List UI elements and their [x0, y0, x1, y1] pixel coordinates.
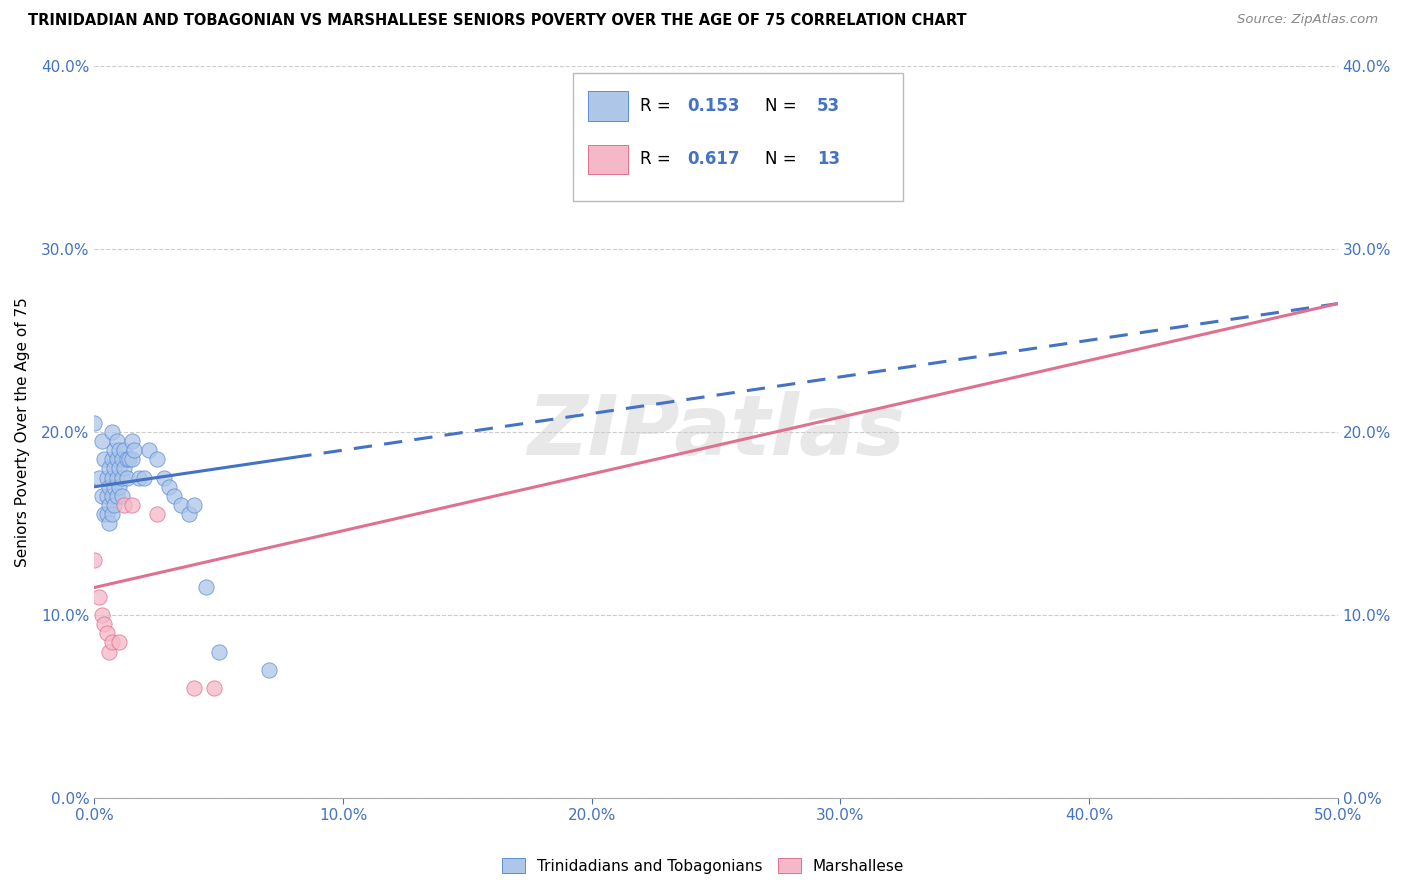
- Point: [96, 507, 118, 521]
- Point: [93, 507, 115, 521]
- Point: [103, 498, 125, 512]
- Point: [163, 489, 186, 503]
- FancyBboxPatch shape: [588, 145, 628, 174]
- Point: [98, 461, 121, 475]
- Text: Source: ZipAtlas.com: Source: ZipAtlas.com: [1237, 13, 1378, 27]
- Point: [177, 507, 200, 521]
- Point: [208, 644, 231, 658]
- Point: [105, 434, 128, 448]
- Point: [183, 498, 205, 512]
- Point: [111, 470, 134, 484]
- Point: [138, 443, 160, 458]
- Point: [118, 452, 141, 467]
- Point: [89, 470, 111, 484]
- Point: [121, 452, 143, 467]
- Point: [121, 434, 143, 448]
- Text: ZIPatlas: ZIPatlas: [527, 392, 905, 473]
- Point: [83, 553, 105, 567]
- Point: [134, 470, 156, 484]
- Point: [128, 470, 150, 484]
- Point: [98, 498, 121, 512]
- Point: [101, 507, 124, 521]
- Point: [145, 507, 167, 521]
- Point: [115, 470, 138, 484]
- Point: [93, 617, 115, 632]
- Text: N =: N =: [765, 97, 801, 115]
- Point: [157, 480, 180, 494]
- FancyBboxPatch shape: [574, 73, 903, 201]
- Point: [170, 498, 193, 512]
- Point: [115, 452, 138, 467]
- Point: [101, 470, 124, 484]
- Text: TRINIDADIAN AND TOBAGONIAN VS MARSHALLESE SENIORS POVERTY OVER THE AGE OF 75 COR: TRINIDADIAN AND TOBAGONIAN VS MARSHALLES…: [28, 13, 967, 29]
- Point: [103, 461, 125, 475]
- Point: [90, 489, 112, 503]
- Point: [105, 452, 128, 467]
- Point: [98, 644, 121, 658]
- Point: [98, 480, 121, 494]
- Point: [83, 416, 105, 430]
- Point: [105, 470, 128, 484]
- FancyBboxPatch shape: [588, 91, 628, 120]
- Point: [257, 663, 280, 677]
- Point: [108, 635, 131, 649]
- Text: 0.617: 0.617: [688, 151, 740, 169]
- Point: [108, 443, 131, 458]
- Point: [111, 452, 134, 467]
- Point: [195, 581, 218, 595]
- Point: [96, 470, 118, 484]
- Point: [90, 607, 112, 622]
- Point: [96, 626, 118, 640]
- Point: [105, 489, 128, 503]
- Point: [112, 461, 135, 475]
- Text: R =: R =: [640, 97, 676, 115]
- Legend: Trinidadians and Tobagonians, Marshallese: Trinidadians and Tobagonians, Marshalles…: [496, 852, 910, 880]
- Text: N =: N =: [765, 151, 801, 169]
- Point: [145, 452, 167, 467]
- Point: [89, 590, 111, 604]
- Y-axis label: Seniors Poverty Over the Age of 75: Seniors Poverty Over the Age of 75: [15, 297, 30, 566]
- Point: [111, 489, 134, 503]
- Text: R =: R =: [640, 151, 676, 169]
- Point: [112, 443, 135, 458]
- Point: [101, 489, 124, 503]
- Text: 0.153: 0.153: [688, 97, 740, 115]
- Point: [101, 452, 124, 467]
- Point: [112, 498, 135, 512]
- Text: 53: 53: [817, 97, 839, 115]
- Point: [153, 470, 176, 484]
- Point: [98, 516, 121, 531]
- Point: [122, 443, 145, 458]
- Point: [90, 434, 112, 448]
- Point: [202, 681, 225, 696]
- Point: [93, 452, 115, 467]
- Point: [183, 681, 205, 696]
- Point: [108, 461, 131, 475]
- Point: [121, 498, 143, 512]
- Point: [108, 480, 131, 494]
- Point: [103, 480, 125, 494]
- Text: 13: 13: [817, 151, 839, 169]
- Point: [103, 443, 125, 458]
- Point: [96, 489, 118, 503]
- Point: [101, 425, 124, 439]
- Point: [101, 635, 124, 649]
